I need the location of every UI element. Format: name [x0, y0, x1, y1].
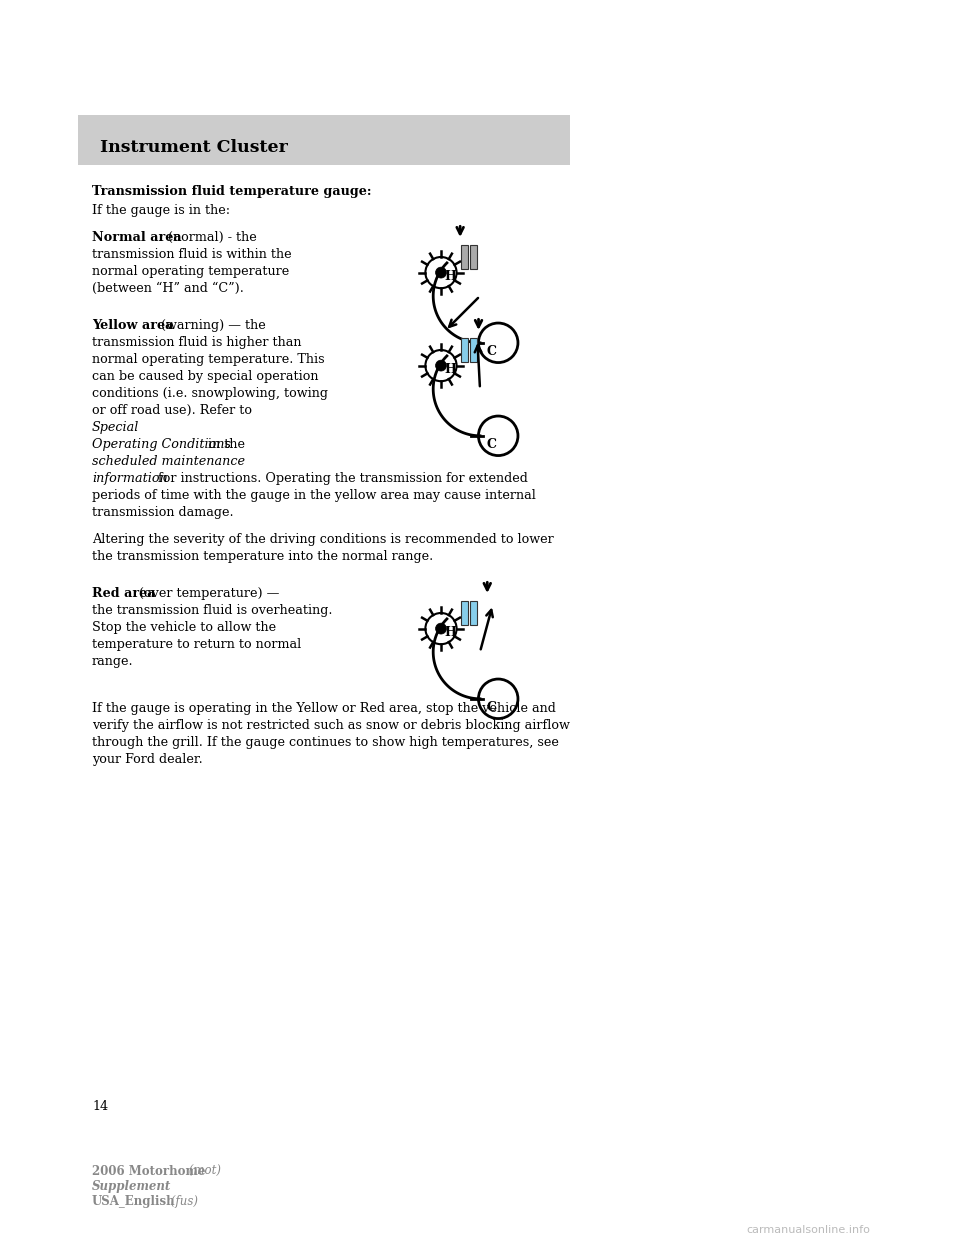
Text: verify the airflow is not restricted such as snow or debris blocking airflow: verify the airflow is not restricted suc…: [92, 719, 570, 732]
Text: (normal) - the: (normal) - the: [164, 231, 256, 243]
Text: information: information: [92, 472, 168, 484]
Text: the transmission temperature into the normal range.: the transmission temperature into the no…: [92, 550, 433, 563]
Text: Yellow area: Yellow area: [92, 319, 174, 332]
Text: or off road use). Refer to: or off road use). Refer to: [92, 404, 256, 417]
Text: (warning) — the: (warning) — the: [157, 319, 266, 332]
Text: Normal area: Normal area: [92, 231, 181, 243]
Bar: [78, 116, 570, 165]
Text: scheduled maintenance: scheduled maintenance: [92, 455, 245, 468]
Bar: [461, 246, 468, 268]
Text: your Ford dealer.: your Ford dealer.: [92, 753, 203, 766]
Bar: [469, 338, 477, 361]
Text: H: H: [444, 626, 456, 640]
Bar: [469, 246, 477, 268]
Text: for instructions. Operating the transmission for extended: for instructions. Operating the transmis…: [154, 472, 528, 484]
Text: Altering the severity of the driving conditions is recommended to lower: Altering the severity of the driving con…: [92, 533, 554, 546]
Text: normal operating temperature: normal operating temperature: [92, 265, 289, 278]
Text: can be caused by special operation: can be caused by special operation: [92, 370, 319, 383]
Text: periods of time with the gauge in the yellow area may cause internal: periods of time with the gauge in the ye…: [92, 489, 536, 502]
Bar: [461, 601, 468, 625]
Bar: [469, 601, 477, 625]
Text: transmission fluid is within the: transmission fluid is within the: [92, 248, 292, 261]
Text: C: C: [486, 345, 496, 359]
Text: through the grill. If the gauge continues to show high temperatures, see: through the grill. If the gauge continue…: [92, 737, 559, 749]
Text: If the gauge is operating in the Yellow or Red area, stop the vehicle and: If the gauge is operating in the Yellow …: [92, 702, 556, 715]
Text: (between “H” and “C”).: (between “H” and “C”).: [92, 282, 244, 296]
Text: (over temperature) —: (over temperature) —: [135, 587, 279, 600]
Text: normal operating temperature. This: normal operating temperature. This: [92, 353, 324, 366]
Text: temperature to return to normal: temperature to return to normal: [92, 638, 301, 651]
Text: USA_English: USA_English: [92, 1195, 176, 1208]
Text: the transmission fluid is overheating.: the transmission fluid is overheating.: [92, 604, 332, 617]
Text: range.: range.: [92, 655, 133, 668]
Text: H: H: [444, 270, 456, 283]
Circle shape: [436, 267, 446, 278]
Text: Special: Special: [92, 421, 139, 433]
Text: (mot): (mot): [185, 1165, 221, 1177]
Text: conditions (i.e. snowplowing, towing: conditions (i.e. snowplowing, towing: [92, 388, 328, 400]
Text: in the: in the: [204, 438, 245, 451]
Bar: [461, 338, 468, 361]
Text: Stop the vehicle to allow the: Stop the vehicle to allow the: [92, 621, 276, 633]
Text: Supplement: Supplement: [92, 1180, 171, 1194]
Text: If the gauge is in the:: If the gauge is in the:: [92, 204, 230, 217]
Text: Transmission fluid temperature gauge:: Transmission fluid temperature gauge:: [92, 185, 372, 197]
Text: Instrument Cluster: Instrument Cluster: [100, 139, 288, 156]
Text: (fus): (fus): [167, 1195, 198, 1208]
Circle shape: [436, 360, 446, 371]
Text: 14: 14: [92, 1100, 108, 1113]
Text: 2006 Motorhome: 2006 Motorhome: [92, 1165, 205, 1177]
Text: C: C: [486, 702, 496, 714]
Circle shape: [436, 623, 446, 635]
Text: carmanualsonline.info: carmanualsonline.info: [746, 1225, 870, 1235]
Text: Red area: Red area: [92, 587, 156, 600]
Text: transmission fluid is higher than: transmission fluid is higher than: [92, 337, 301, 349]
Text: transmission damage.: transmission damage.: [92, 505, 233, 519]
Text: H: H: [444, 363, 456, 376]
Text: Operating Conditions: Operating Conditions: [92, 438, 231, 451]
Text: C: C: [486, 438, 496, 451]
